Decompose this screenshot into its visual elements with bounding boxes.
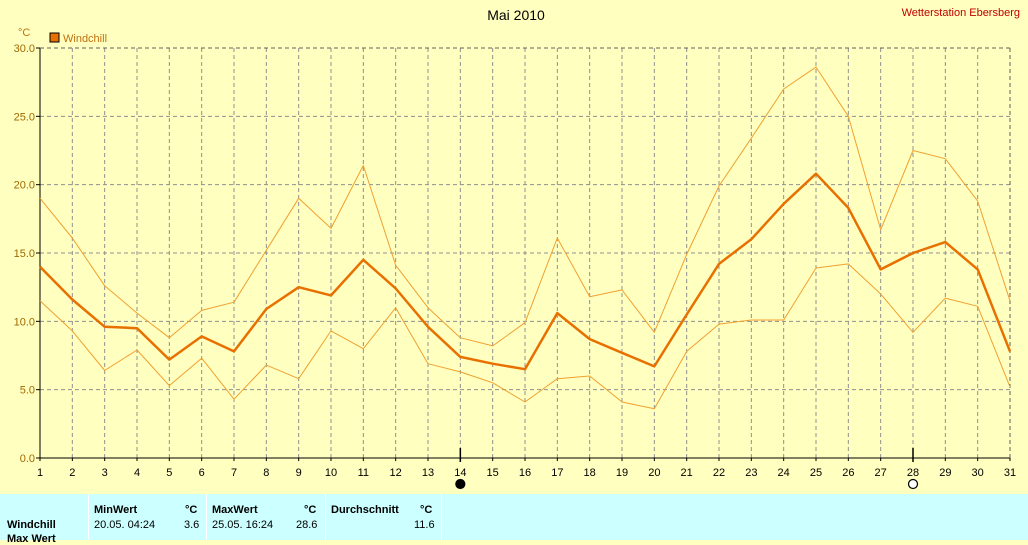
grid [40,48,1010,458]
x-tick-label: 21 [681,467,693,479]
day-marker [907,478,919,490]
chart-title: Mai 2010 [487,7,545,23]
x-tick-label: 4 [134,467,140,479]
markers [455,448,919,490]
x-tick-label: 23 [745,467,757,479]
row-label-partial: Max Wert [7,533,56,545]
series-line-mean [39,172,1012,371]
series [39,66,1012,410]
x-tick-label: 31 [1004,467,1016,479]
x-tick-label: 7 [231,467,237,479]
x-tick-label: 11 [358,467,369,479]
x-tick-label: 9 [296,467,302,479]
y-unit-label: °C [18,27,30,39]
x-tick-label: 6 [199,467,205,479]
station-name: Wetterstation Ebersberg [902,7,1020,19]
stats-separator [88,494,89,540]
y-tick-label: 20.0 [14,180,35,192]
avg-value: 11.6 [414,519,435,531]
max-unit-header: °C [304,504,317,516]
x-tick-label: 27 [875,467,887,479]
x-tick-label: 20 [648,467,660,479]
min-unit-header: °C [185,504,198,516]
x-tick-label: 19 [616,467,628,479]
y-tick-label: 10.0 [14,316,35,328]
series-line-min [39,263,1011,410]
y-tick-label: 5.0 [20,385,35,397]
x-tick-label: 3 [102,467,108,479]
x-tick-label: 29 [939,467,951,479]
x-tick-label: 25 [810,467,822,479]
y-tick-label: 25.0 [14,111,35,123]
min-time: 20.05. 04:24 [94,519,156,531]
x-tick-label: 10 [325,467,337,479]
day-marker [455,478,466,490]
x-tick-label: 13 [422,467,434,479]
avg-header: Durchschnitt [331,504,399,516]
x-tick-label: 14 [454,467,466,479]
y-tick-label: 30.0 [14,43,35,55]
y-tick-label: 15.0 [14,248,35,260]
max-header: MaxWert [212,504,258,516]
min-header: MinWert [94,504,138,516]
stats-separator [441,494,442,540]
chart: Mai 2010 Wetterstation Ebersberg °C Wind… [14,7,1020,490]
stats-separator [325,494,326,540]
axes: 0.05.010.015.020.025.030.01 2 3 4 5 6 7 8 9 10 11 1… [14,43,1017,479]
legend-swatch [49,32,60,43]
x-tick-label: 2 [69,467,75,479]
x-tick-label: 18 [584,467,596,479]
x-tick-label: 5 [166,467,172,479]
avg-unit-header: °C [420,504,433,516]
min-value: 3.6 [184,519,200,531]
legend-label: Windchill [63,33,107,45]
x-tick-label: 17 [551,467,563,479]
max-time: 25.05. 16:24 [212,519,274,531]
x-tick-label: 16 [519,467,531,479]
x-tick-label: 28 [907,467,919,479]
x-tick-label: 15 [487,467,499,479]
y-tick-label: 0.0 [20,453,35,465]
row-label-windchill: Windchill [7,519,56,531]
max-value: 28.6 [296,519,318,531]
stats-separator [206,494,207,540]
x-tick-label: 26 [842,467,854,479]
x-tick-label: 22 [713,467,725,479]
x-tick-label: 24 [778,467,790,479]
x-tick-label: 1 [37,467,43,479]
series-line-max [39,66,1011,347]
x-tick-label: 12 [390,467,402,479]
x-tick-label: 8 [263,467,269,479]
x-tick-label: 30 [972,467,984,479]
stats-panel: MinWert °C MaxWert °C Durchschnitt °C Wi… [0,494,1028,545]
